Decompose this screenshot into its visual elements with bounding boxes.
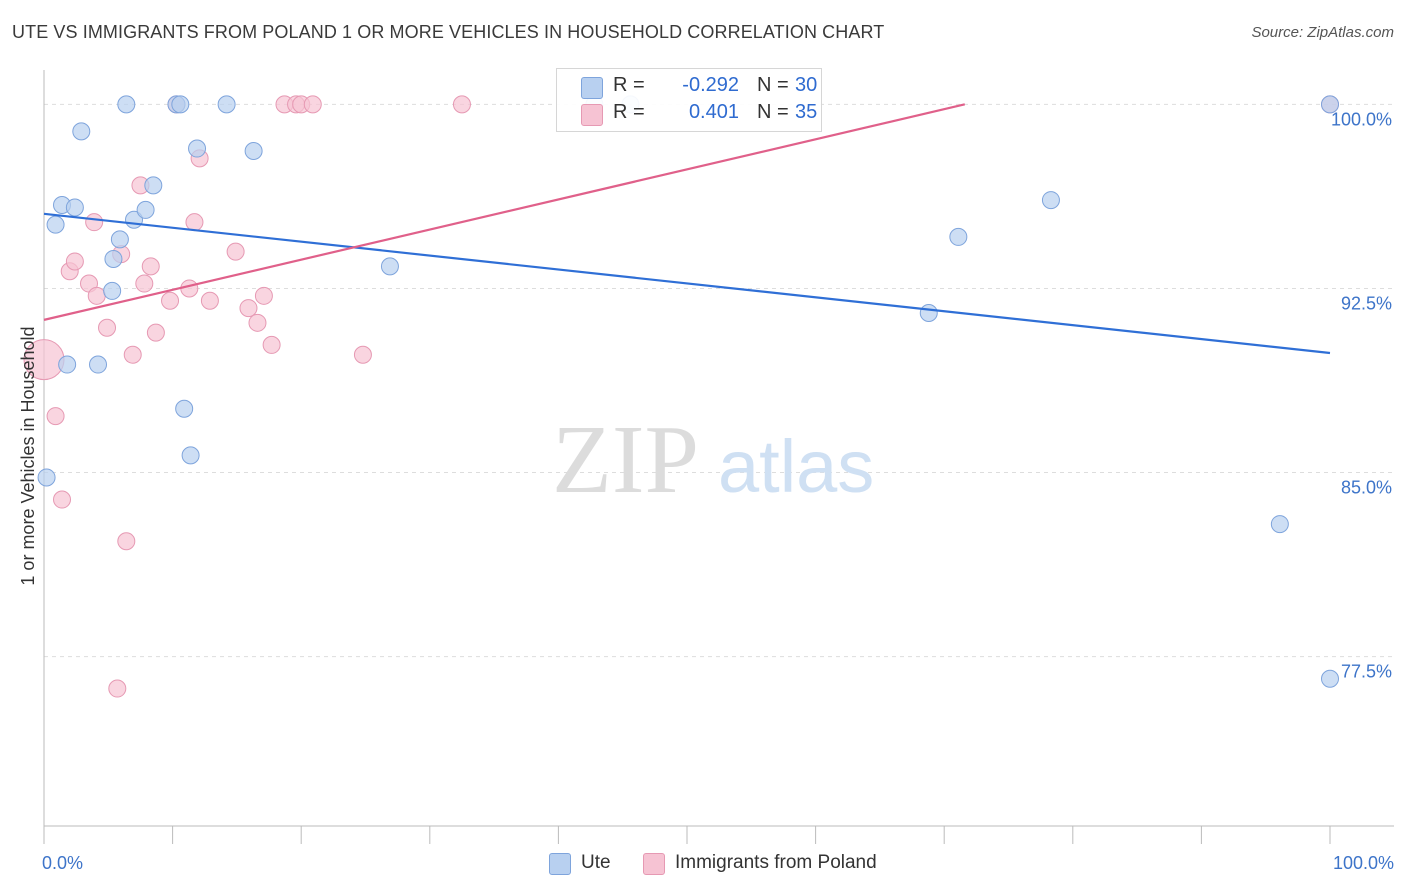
poland-point-8 <box>98 318 117 337</box>
axes <box>43 70 1394 844</box>
data-points <box>23 95 1339 698</box>
r-value: -0.292 <box>682 74 739 96</box>
poland-point-27 <box>262 335 281 354</box>
ute-point-16 <box>175 399 194 418</box>
ute-point-7 <box>103 281 122 300</box>
ute-point-28 <box>1321 669 1339 688</box>
ute-point-24 <box>919 304 938 322</box>
watermark: ZIP atlas <box>552 406 874 514</box>
ute-point-5 <box>72 122 91 141</box>
ute-legend-label: Ute <box>581 852 611 873</box>
ute-point-19 <box>217 95 236 114</box>
poland-point-33 <box>452 95 471 114</box>
r-value: 0.401 <box>688 101 739 123</box>
r-label: R = <box>613 74 645 96</box>
trend-lines <box>43 103 1331 355</box>
ute-point-13 <box>144 176 163 195</box>
poland-swatch <box>581 104 603 126</box>
poland-point-23 <box>226 242 245 261</box>
poland-point-31 <box>303 95 322 114</box>
chart-title: UTE VS IMMIGRANTS FROM POLAND 1 OR MORE … <box>12 22 885 42</box>
x-tick-label-0: 0.0% <box>42 853 83 873</box>
ute-point-10 <box>117 95 136 114</box>
ute-point-27 <box>1270 515 1289 534</box>
n-label: N = <box>757 74 789 96</box>
ute-point-25 <box>949 227 968 246</box>
poland-point-20 <box>185 213 204 232</box>
ute-point-3 <box>58 355 77 374</box>
y-tick-label-1: 92.5% <box>1341 293 1392 313</box>
ute-point-20 <box>244 142 263 160</box>
poland-point-26 <box>254 286 273 305</box>
poland-point-16 <box>146 323 165 342</box>
tick-labels: 100.0% 92.5% 85.0% 77.5% 0.0% 100.0% <box>42 109 1394 873</box>
ute-legend-swatch <box>549 853 571 875</box>
watermark-atlas: atlas <box>718 425 874 508</box>
ute-point-29 <box>1321 95 1339 114</box>
poland-point-24 <box>239 299 258 318</box>
ute-point-21 <box>380 257 399 276</box>
poland-point-7 <box>87 286 106 305</box>
poland-point-14 <box>135 274 154 293</box>
y-axis-label: 1 or more Vehicles in Household <box>18 326 38 585</box>
poland-point-1 <box>46 407 65 426</box>
y-tick-label-2: 85.0% <box>1341 478 1392 498</box>
watermark-zip: ZIP <box>552 406 699 514</box>
poland-point-22 <box>200 291 219 310</box>
ute-point-1 <box>46 215 65 234</box>
ute-point-17 <box>181 446 200 465</box>
poland-point-2 <box>53 490 72 509</box>
ute-point-26 <box>1041 191 1060 210</box>
x-tick-label-1: 100.0% <box>1333 853 1394 873</box>
poland-legend-swatch <box>643 853 665 875</box>
poland-point-12 <box>123 345 142 364</box>
ute-point-9 <box>110 230 129 249</box>
ute-point-15 <box>171 95 190 114</box>
poland-point-6 <box>85 213 104 232</box>
poland-point-19 <box>180 279 199 298</box>
poland-point-32 <box>353 345 372 364</box>
ute-point-8 <box>104 250 123 268</box>
y-tick-label-3: 77.5% <box>1341 662 1392 682</box>
ute-point-4 <box>65 198 84 217</box>
ute-point-0 <box>37 468 56 487</box>
poland-point-15 <box>141 257 160 276</box>
n-value: 35 <box>795 101 818 123</box>
r-label: R = <box>613 101 645 123</box>
n-value: 30 <box>795 74 818 96</box>
ute-swatch <box>581 77 603 99</box>
ute-point-6 <box>89 355 108 374</box>
poland-legend-label: Immigrants from Poland <box>675 852 877 873</box>
grid-lines <box>44 103 1394 658</box>
ute-point-12 <box>136 200 155 219</box>
poland-point-17 <box>161 291 180 310</box>
poland-point-4 <box>65 252 84 271</box>
poland-point-11 <box>117 532 136 551</box>
ute-trend-line <box>43 212 1331 355</box>
poland-point-25 <box>248 313 267 332</box>
poland-trend-line <box>43 103 966 321</box>
ute-point-18 <box>188 139 207 158</box>
n-label: N = <box>757 101 789 123</box>
stats-legend: R = -0.292 N = 30 R = 0.401 N = 35 <box>556 68 822 132</box>
poland-point-9 <box>108 679 127 698</box>
chart-source: Source: ZipAtlas.com <box>1251 24 1394 41</box>
y-tick-label-0: 100.0% <box>1331 109 1392 129</box>
